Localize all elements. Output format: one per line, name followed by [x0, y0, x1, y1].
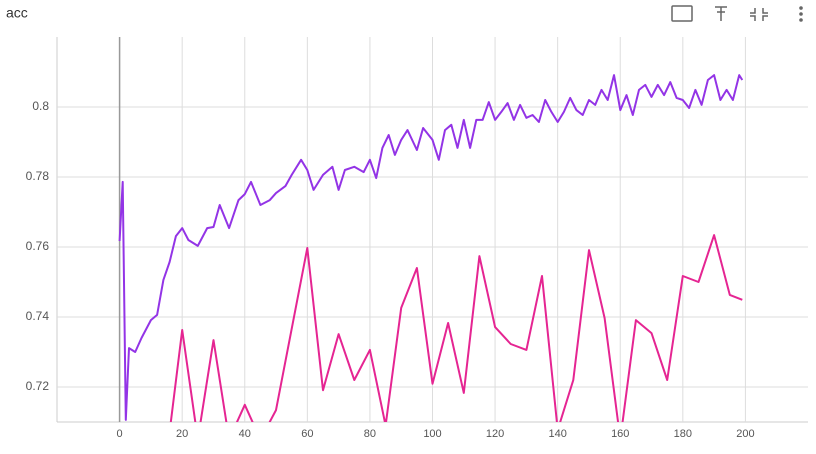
- line-series: [169, 234, 743, 422]
- y-tick-label: 0.8: [32, 99, 49, 113]
- plot-area: [118, 74, 744, 422]
- x-tick-label: 180: [674, 428, 692, 440]
- line-series: [118, 74, 744, 421]
- x-tick-label: 60: [301, 428, 313, 440]
- x-tick-label: 200: [736, 428, 754, 440]
- x-tick-label: 160: [611, 428, 629, 440]
- x-tick-label: 100: [423, 428, 441, 440]
- fit-button[interactable]: [671, 5, 693, 22]
- chart-title: acc: [6, 5, 28, 21]
- y-tick-label: 0.72: [26, 379, 50, 393]
- y-tick-label: 0.78: [26, 169, 50, 183]
- x-tick-label: 20: [176, 428, 188, 440]
- x-tick-label: 120: [486, 428, 504, 440]
- y-tick-label: 0.76: [26, 239, 50, 253]
- x-tick-label: 0: [117, 428, 123, 440]
- collapse-button[interactable]: [750, 8, 768, 21]
- toolbar: [671, 5, 803, 22]
- x-tick-label: 80: [364, 428, 376, 440]
- pin-button[interactable]: [715, 6, 727, 21]
- y-tick-label: 0.74: [26, 309, 50, 323]
- menu-button[interactable]: [799, 6, 803, 22]
- x-tick-label: 40: [239, 428, 251, 440]
- x-tick-label: 140: [548, 428, 566, 440]
